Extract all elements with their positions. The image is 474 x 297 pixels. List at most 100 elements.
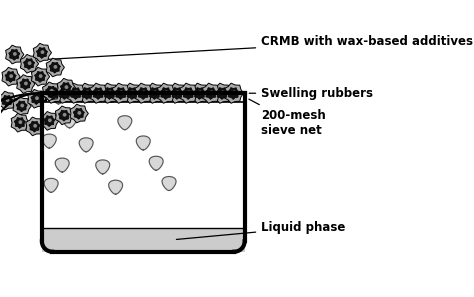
Circle shape [130,91,135,95]
Polygon shape [126,88,138,99]
Polygon shape [201,83,221,103]
Polygon shape [23,59,35,69]
Polygon shape [205,88,217,99]
Polygon shape [73,108,84,119]
Polygon shape [52,90,65,104]
Bar [231,93,236,102]
Polygon shape [5,71,16,82]
Bar [46,93,51,102]
Bar [106,93,111,102]
Bar [203,93,208,102]
Bar [236,93,240,102]
Bar [120,93,125,102]
Polygon shape [145,83,165,103]
Polygon shape [92,88,104,99]
Polygon shape [63,114,76,128]
Bar [125,93,129,102]
Circle shape [41,50,45,54]
Polygon shape [156,83,176,103]
Polygon shape [31,67,50,86]
Bar [208,93,212,102]
Polygon shape [96,160,109,174]
Polygon shape [60,83,72,94]
Circle shape [63,91,67,95]
Circle shape [24,81,28,85]
Polygon shape [193,88,206,99]
Bar [102,93,106,102]
Polygon shape [20,79,31,90]
Polygon shape [44,178,58,192]
Circle shape [54,65,57,69]
Bar [56,93,60,102]
Text: Swelling rubbers: Swelling rubbers [249,87,373,100]
Bar [116,93,120,102]
Polygon shape [79,138,93,152]
Bar [129,93,134,102]
Bar [42,93,245,252]
Polygon shape [137,88,149,99]
Polygon shape [49,62,61,73]
Polygon shape [28,89,46,108]
Circle shape [119,91,123,95]
Text: Liquid phase: Liquid phase [176,221,346,239]
Polygon shape [58,110,70,121]
Circle shape [27,61,31,65]
Polygon shape [137,136,150,150]
Polygon shape [58,88,71,99]
Polygon shape [29,121,40,132]
Polygon shape [134,83,154,103]
Text: CRMB with wax-based additives: CRMB with wax-based additives [37,35,473,60]
Bar [171,93,175,102]
Polygon shape [20,54,38,73]
Polygon shape [115,88,127,99]
Text: 200-mesh
sieve net: 200-mesh sieve net [249,99,326,137]
Bar [51,93,56,102]
Circle shape [97,91,101,95]
Circle shape [39,74,43,78]
Bar [185,93,189,102]
Circle shape [74,91,78,95]
Bar [199,93,203,102]
Bar [180,93,185,102]
Polygon shape [6,45,24,64]
Bar [79,93,83,102]
Circle shape [108,91,112,95]
Bar [143,93,148,102]
Bar [42,228,245,252]
Polygon shape [182,88,194,99]
Bar [221,93,226,102]
Circle shape [52,91,56,95]
Polygon shape [78,83,97,103]
Bar [166,93,171,102]
Circle shape [50,89,54,93]
Bar [65,93,70,102]
Circle shape [187,91,191,95]
Circle shape [85,91,90,95]
Polygon shape [11,113,29,132]
Polygon shape [44,83,64,103]
Polygon shape [190,83,210,103]
Polygon shape [148,88,161,99]
Polygon shape [111,83,131,103]
Polygon shape [213,83,232,103]
Circle shape [33,124,37,128]
Circle shape [20,104,24,108]
Polygon shape [33,43,52,62]
Polygon shape [168,83,187,103]
Polygon shape [14,118,26,129]
Polygon shape [44,116,55,127]
Circle shape [9,74,13,78]
Circle shape [13,52,17,56]
Circle shape [18,120,22,124]
Bar [60,93,65,102]
Circle shape [210,91,213,95]
Polygon shape [1,95,12,106]
Bar [226,93,231,102]
Polygon shape [162,176,176,190]
Bar [111,93,116,102]
Circle shape [48,119,52,122]
Circle shape [153,91,157,95]
Bar [162,93,166,102]
Bar [70,93,74,102]
Circle shape [164,91,168,95]
